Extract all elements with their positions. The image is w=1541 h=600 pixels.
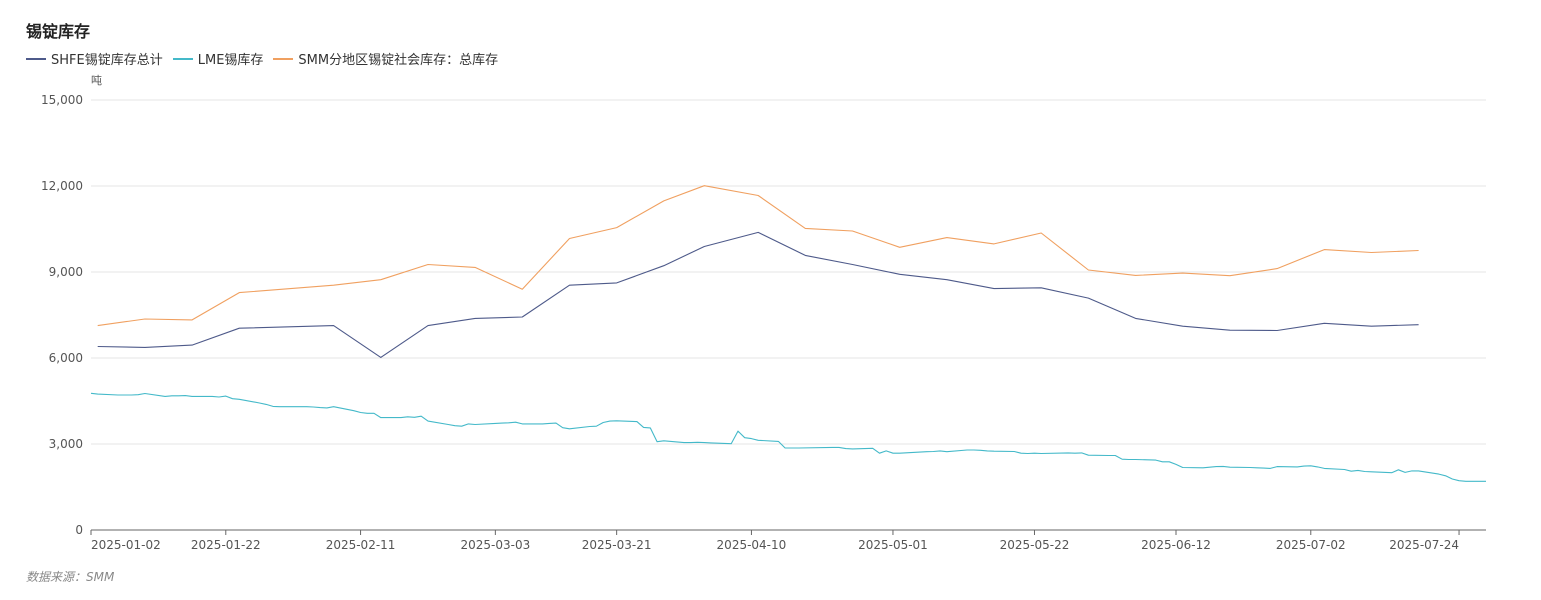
- y-tick-label: 15,000: [41, 93, 83, 107]
- legend-label-lme: LME锡库存: [197, 53, 264, 68]
- x-tick-label: 2025-03-03: [460, 538, 530, 552]
- x-tick-label: 2025-07-24: [1389, 538, 1459, 552]
- x-tick-label: 2025-05-01: [858, 538, 928, 552]
- chart-legend: SHFE锡锭库存总计 LME锡库存 SMM分地区锡锭社会库存：总库存: [26, 49, 498, 68]
- legend-item-lme[interactable]: LME锡库存: [172, 49, 264, 68]
- legend-swatch-shfe: [26, 57, 46, 60]
- y-axis-unit: 吨: [91, 74, 102, 87]
- x-axis: 2025-01-02 2025-01-22 2025-02-11 2025-03-03…: [90, 529, 1486, 552]
- x-tick-label: 2025-02-11: [326, 538, 396, 552]
- legend-item-smm[interactable]: SMM分地区锡锭社会库存：总库存: [273, 49, 498, 68]
- x-tick-label: 2025-05-22: [1000, 538, 1070, 552]
- series-line-1[interactable]: [90, 392, 1486, 482]
- y-tick-label: 0: [75, 523, 83, 537]
- chart-title: 锡锭库存: [26, 22, 91, 41]
- x-tick-label: 2025-01-02: [91, 538, 161, 552]
- legend-label-smm: SMM分地区锡锭社会库存：总库存: [298, 53, 499, 68]
- x-tick-label: 2025-04-10: [717, 538, 787, 552]
- y-axis: 0 3,000 6,000 9,000 12,000 15,000 吨: [41, 74, 102, 537]
- y-tick-label: 12,000: [41, 179, 83, 193]
- series-line-2[interactable]: [97, 185, 1419, 327]
- legend-item-shfe[interactable]: SHFE锡锭库存总计: [26, 49, 163, 68]
- series-lines: [90, 185, 1486, 482]
- x-tick-label: 2025-06-12: [1141, 538, 1211, 552]
- data-source-note: 数据来源：SMM: [26, 570, 115, 584]
- y-tick-label: 6,000: [49, 351, 83, 365]
- y-tick-label: 3,000: [49, 437, 83, 451]
- x-tick-label: 2025-07-02: [1276, 538, 1346, 552]
- legend-swatch-smm: [273, 57, 294, 60]
- series-line-0[interactable]: [97, 231, 1419, 358]
- y-tick-label: 9,000: [49, 265, 83, 279]
- x-tick-label: 2025-03-21: [582, 538, 652, 552]
- legend-label-shfe: SHFE锡锭库存总计: [51, 53, 163, 68]
- legend-swatch-lme: [172, 57, 193, 60]
- grid-lines: [91, 99, 1486, 445]
- x-tick-label: 2025-01-22: [191, 538, 261, 552]
